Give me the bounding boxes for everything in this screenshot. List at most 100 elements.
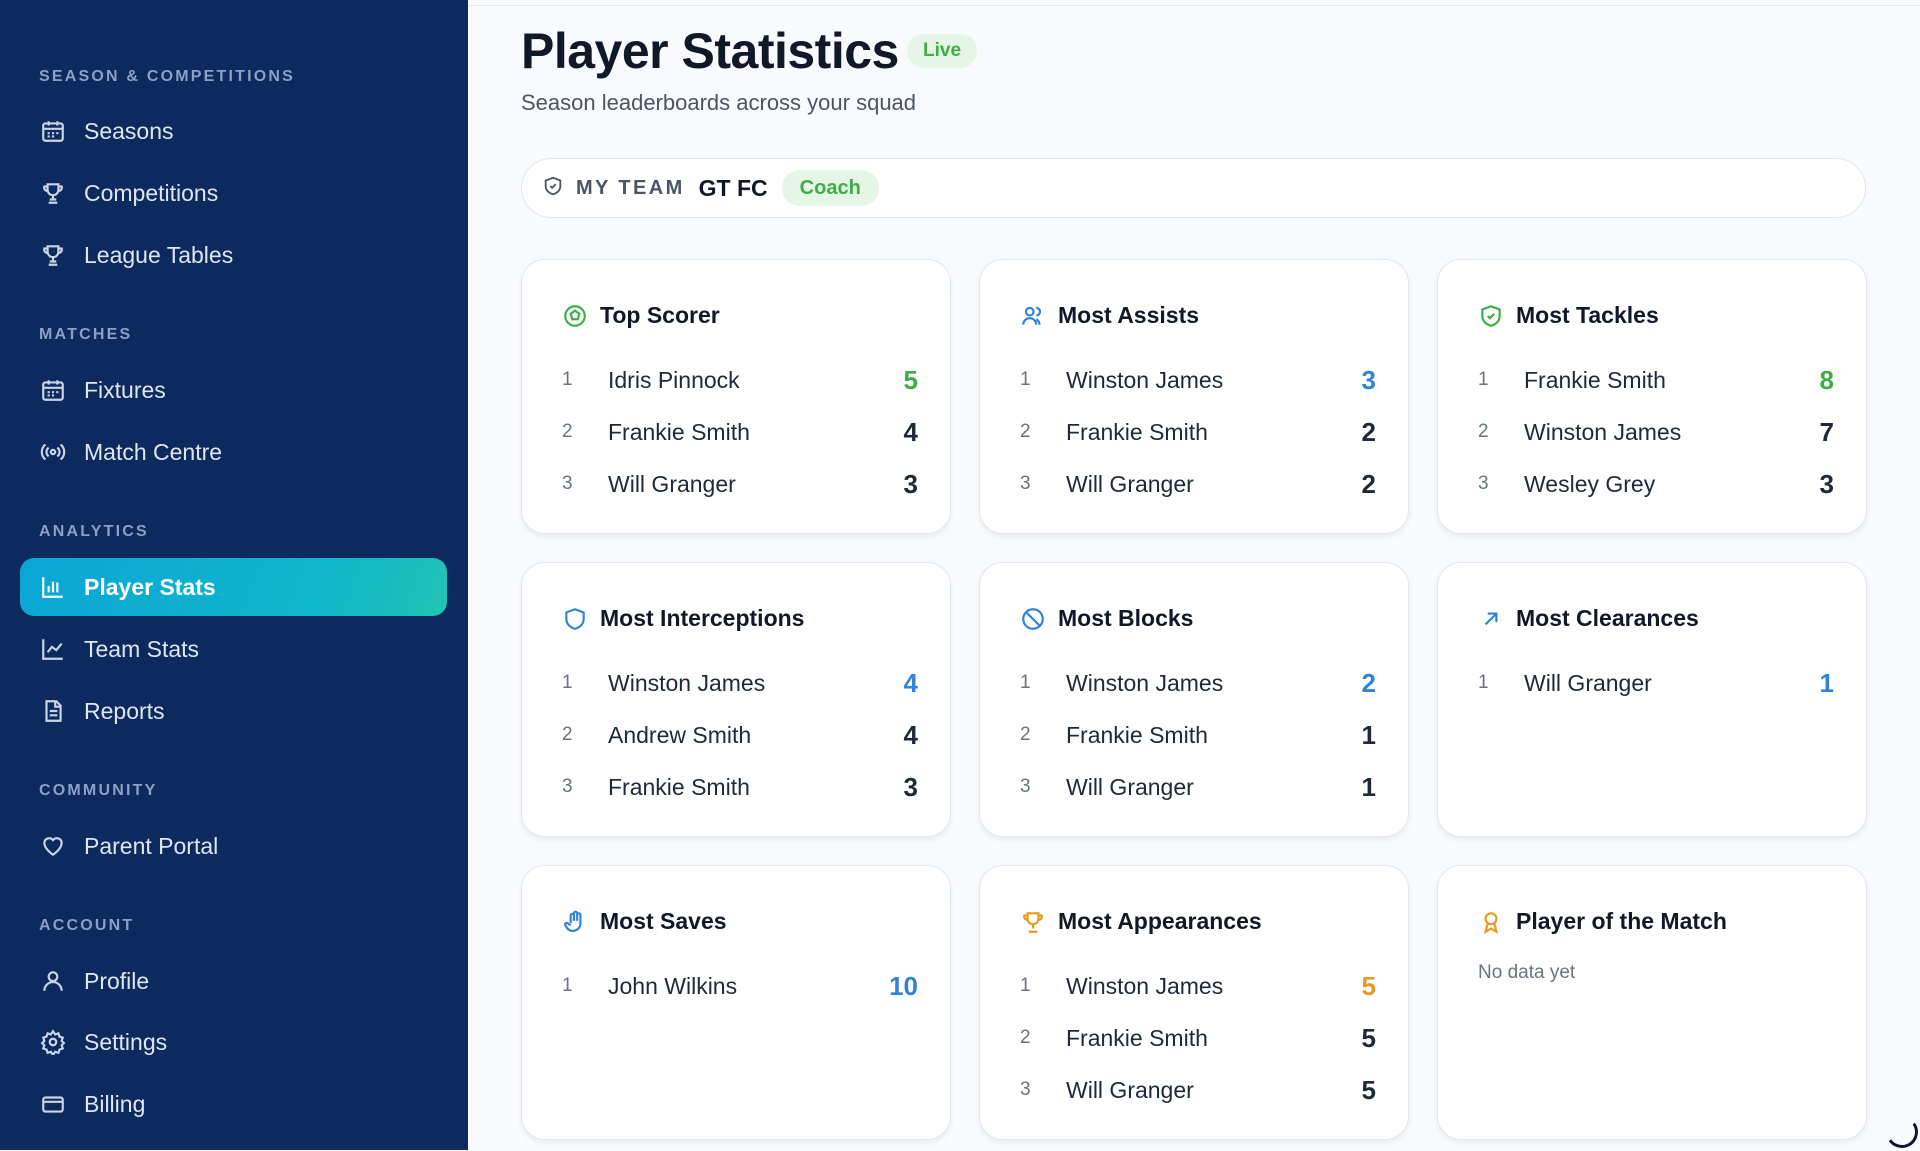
leaderboard-list: 1 Winston James 2 2 Frankie Smith 1 3 Will Gran… xyxy=(1018,657,1376,813)
leaderboard-row[interactable]: 3 Will Granger 5 xyxy=(1018,1064,1376,1116)
player-name: Idris Pinnock xyxy=(608,366,740,393)
gear-icon xyxy=(40,1029,66,1055)
stat-value: 5 xyxy=(1361,970,1376,1001)
team-selector[interactable]: MY TEAM GT FC Coach xyxy=(521,158,1866,218)
stat-card: Most Tackles 1 Frankie Smith 8 2 Winston Jame… xyxy=(1437,259,1867,534)
leaderboard-row[interactable]: 2 Frankie Smith 1 xyxy=(1018,709,1376,761)
rank: 1 xyxy=(1478,672,1489,693)
stat-card: Most Assists 1 Winston James 3 2 Frankie Smit… xyxy=(979,259,1409,534)
player-name: Will Granger xyxy=(1066,1076,1194,1103)
card-title: Most Interceptions xyxy=(600,605,805,631)
stat-value: 7 xyxy=(1819,416,1834,447)
leaderboard-row[interactable]: 1 Idris Pinnock 5 xyxy=(560,354,918,406)
leaderboard-row[interactable]: 1 Winston James 5 xyxy=(1018,960,1376,1012)
loading-spinner xyxy=(1883,1113,1920,1151)
card-header: Player of the Match xyxy=(1478,908,1727,935)
sidebar-item-label: Match Centre xyxy=(84,438,223,465)
card-header: Most Saves xyxy=(562,908,727,935)
sidebar-item-team-stats[interactable]: Team Stats xyxy=(20,620,447,678)
leaderboard-row[interactable]: 3 Will Granger 2 xyxy=(1018,458,1376,510)
leaderboard-row[interactable]: 1 Winston James 3 xyxy=(1018,354,1376,406)
sidebar-item-profile[interactable]: Profile xyxy=(20,952,447,1010)
stat-value: 3 xyxy=(1361,364,1376,395)
sidebar-item-billing[interactable]: Billing xyxy=(20,1075,447,1133)
player-name: Will Granger xyxy=(1066,470,1194,497)
stat-value: 5 xyxy=(1361,1074,1376,1105)
leaderboard-row[interactable]: 3 Will Granger 3 xyxy=(560,458,918,510)
sidebar-item-settings[interactable]: Settings xyxy=(20,1013,447,1071)
heart-icon xyxy=(40,833,66,859)
sidebar-item-fixtures[interactable]: Fixtures xyxy=(20,361,447,419)
leaderboard-row[interactable]: 1 Frankie Smith 8 xyxy=(1476,354,1834,406)
role-badge: Coach xyxy=(781,170,879,206)
sidebar-item-label: Team Stats xyxy=(84,635,200,662)
player-name: Winston James xyxy=(1066,669,1224,696)
page-subtitle: Season leaderboards across your squad xyxy=(521,90,917,115)
player-name: Winston James xyxy=(1066,366,1224,393)
leaderboard-row[interactable]: 1 John Wilkins 10 xyxy=(560,960,918,1012)
stat-card: Most Interceptions 1 Winston James 4 2 Andrew… xyxy=(521,562,951,837)
leaderboard-row[interactable]: 1 Will Granger 1 xyxy=(1476,657,1834,709)
leaderboard-row[interactable]: 2 Frankie Smith 2 xyxy=(1018,406,1376,458)
leaderboard-row[interactable]: 3 Will Granger 1 xyxy=(1018,761,1376,813)
card-header: Most Assists xyxy=(1020,302,1199,329)
section-label-community: COMMUNITY xyxy=(39,782,158,799)
card-title: Top Scorer xyxy=(600,302,720,328)
sidebar-item-seasons[interactable]: Seasons xyxy=(20,102,447,160)
leaderboard-row[interactable]: 2 Frankie Smith 5 xyxy=(1018,1012,1376,1064)
user-icon xyxy=(40,968,66,994)
sidebar-item-reports[interactable]: Reports xyxy=(20,682,447,740)
leaderboard-row[interactable]: 1 Winston James 2 xyxy=(1018,657,1376,709)
card-title: Player of the Match xyxy=(1516,908,1727,934)
rank: 1 xyxy=(1020,369,1031,390)
calendar-icon xyxy=(40,118,66,144)
sidebar-item-parent-portal[interactable]: Parent Portal xyxy=(20,817,447,875)
player-name: Frankie Smith xyxy=(1066,418,1208,445)
stat-value: 1 xyxy=(1361,771,1376,802)
stat-value: 10 xyxy=(889,970,918,1001)
leaderboard-row[interactable]: 2 Winston James 7 xyxy=(1476,406,1834,458)
card-title: Most Assists xyxy=(1058,302,1200,328)
rank: 1 xyxy=(1020,672,1031,693)
leaderboard-row[interactable]: 2 Andrew Smith 4 xyxy=(560,709,918,761)
ban-icon xyxy=(1020,606,1046,632)
sidebar-item-cut-off[interactable] xyxy=(38,0,238,10)
shield-icon xyxy=(542,175,564,202)
rank: 2 xyxy=(1020,1027,1031,1048)
sidebar-item-label: Player Stats xyxy=(84,573,216,600)
card-header: Most Interceptions xyxy=(562,605,804,632)
rank: 1 xyxy=(1478,369,1489,390)
player-name: Will Granger xyxy=(1066,773,1194,800)
sidebar-item-label: Fixtures xyxy=(84,376,166,403)
card-header: Most Clearances xyxy=(1478,605,1699,632)
leaderboard-list: 1 Winston James 4 2 Andrew Smith 4 3 Frankie Sm… xyxy=(560,657,918,813)
rank: 2 xyxy=(1478,421,1489,442)
stat-value: 4 xyxy=(903,416,918,447)
sidebar-item-competitions[interactable]: Competitions xyxy=(20,164,447,222)
player-name: Frankie Smith xyxy=(1066,721,1208,748)
stat-value: 4 xyxy=(903,667,918,698)
sidebar-item-match-centre[interactable]: Match Centre xyxy=(20,423,447,481)
rank: 1 xyxy=(1020,975,1031,996)
leaderboard-row[interactable]: 2 Frankie Smith 4 xyxy=(560,406,918,458)
player-name: Wesley Grey xyxy=(1524,470,1656,497)
empty-state: No data yet xyxy=(1478,962,1576,983)
trophy-icon xyxy=(1020,909,1046,935)
player-name: Frankie Smith xyxy=(1524,366,1666,393)
card-header: Top Scorer xyxy=(562,302,720,329)
leaderboard-row[interactable]: 3 Frankie Smith 3 xyxy=(560,761,918,813)
section-label-analytics: ANALYTICS xyxy=(39,523,149,540)
section-label-matches: MATCHES xyxy=(39,326,133,343)
leaderboard-row[interactable]: 1 Winston James 4 xyxy=(560,657,918,709)
stat-value: 5 xyxy=(1361,1022,1376,1053)
player-name: Andrew Smith xyxy=(608,721,752,748)
rank: 3 xyxy=(1020,473,1031,494)
rank: 2 xyxy=(562,724,573,745)
sidebar-item-player-stats[interactable]: Player Stats xyxy=(20,558,447,616)
leaderboard-row[interactable]: 3 Wesley Grey 3 xyxy=(1476,458,1834,510)
player-name: Frankie Smith xyxy=(608,418,750,445)
sidebar-item-league-tables[interactable]: League Tables xyxy=(20,226,447,284)
leaderboard-list: 1 John Wilkins 10 xyxy=(560,960,918,1012)
player-name: John Wilkins xyxy=(608,972,738,999)
stat-value: 3 xyxy=(903,468,918,499)
